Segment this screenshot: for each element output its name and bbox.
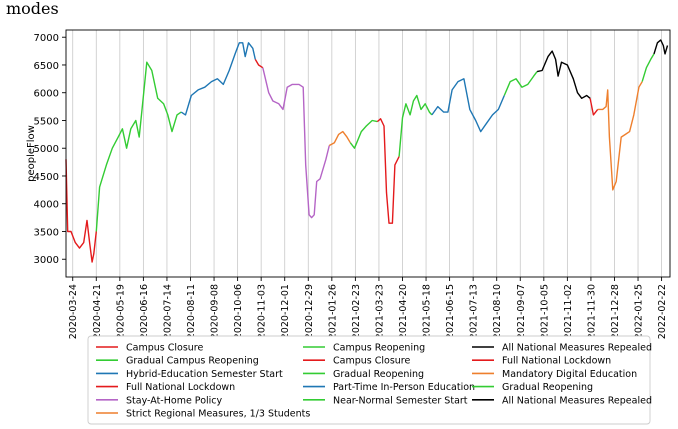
x-tick-label: 2020-12-01 bbox=[280, 284, 291, 339]
x-tick-label: 2021-02-23 bbox=[351, 284, 362, 339]
legend-entry: Strict Regional Measures, 1/3 Students bbox=[126, 409, 310, 420]
series-line bbox=[653, 39, 669, 55]
series-line bbox=[254, 59, 264, 69]
legend-entry: Near-Normal Semester Start bbox=[333, 395, 468, 406]
series-line bbox=[431, 78, 505, 133]
x-tick-label: 2022-02-22 bbox=[657, 284, 668, 339]
x-tick-label: 2021-04-20 bbox=[398, 284, 409, 339]
legend-entry: Gradual Reopening bbox=[502, 382, 593, 393]
x-tick-label: 2021-07-13 bbox=[469, 284, 480, 339]
series-line bbox=[597, 81, 643, 191]
x-tick-label: 2020-03-24 bbox=[68, 284, 79, 339]
y-tick-label: 5500 bbox=[34, 116, 59, 127]
x-tick-label: 2020-05-19 bbox=[115, 284, 126, 339]
y-tick-label: 3000 bbox=[34, 255, 59, 266]
series-line bbox=[328, 130, 351, 147]
y-axis-label: peopleFlow bbox=[26, 125, 37, 182]
y-tick-label: 3500 bbox=[34, 227, 59, 238]
series-line bbox=[65, 159, 97, 263]
legend-entry: Gradual Campus Reopening bbox=[126, 356, 259, 367]
legend-entry: Full National Lockdown bbox=[126, 382, 235, 393]
series-line bbox=[180, 42, 256, 116]
legend-entry: Gradual Reopening bbox=[333, 369, 424, 380]
legend-entry: Campus Closure bbox=[126, 343, 203, 354]
series-line bbox=[95, 61, 182, 232]
series-line bbox=[641, 53, 655, 82]
x-tick-label: 2021-06-15 bbox=[445, 284, 456, 339]
x-tick-label: 2020-04-21 bbox=[92, 284, 103, 339]
legend-entry: Part-Time In-Person Education bbox=[333, 382, 475, 393]
x-tick-label: 2021-01-26 bbox=[327, 284, 338, 339]
x-tick-label: 2021-12-28 bbox=[610, 284, 621, 339]
series-line bbox=[536, 50, 591, 100]
legend-entry: Hybrid-Education Semester Start bbox=[126, 369, 283, 380]
x-tick-label: 2021-10-05 bbox=[539, 284, 550, 339]
x-tick-label: 2020-11-03 bbox=[257, 284, 268, 339]
y-tick-label: 6500 bbox=[34, 61, 59, 72]
x-tick-label: 2021-03-23 bbox=[374, 284, 385, 339]
x-tick-label: 2021-05-18 bbox=[422, 284, 433, 339]
series-line bbox=[376, 118, 400, 224]
x-tick-label: 2020-08-11 bbox=[186, 284, 197, 339]
x-tick-label: 2020-09-08 bbox=[210, 284, 221, 339]
x-tick-label: 2021-11-30 bbox=[586, 284, 597, 339]
series-line bbox=[349, 119, 378, 149]
y-tick-label: 5000 bbox=[34, 144, 59, 155]
legend-entry: All National Measures Repealed bbox=[502, 395, 652, 406]
y-tick-label: 7000 bbox=[34, 33, 59, 44]
legend-entry: All National Measures Repealed bbox=[502, 343, 652, 354]
series-line bbox=[262, 67, 330, 219]
series-line bbox=[589, 98, 599, 116]
series-line bbox=[503, 71, 538, 96]
legend-box bbox=[87, 335, 651, 425]
legend-entry: Campus Closure bbox=[333, 356, 410, 367]
x-tick-label: 2020-10-06 bbox=[233, 284, 244, 339]
legend-entry: Mandatory Digital Education bbox=[502, 369, 637, 380]
legend-entry: Full National Lockdown bbox=[502, 356, 611, 367]
y-tick-label: 4500 bbox=[34, 172, 59, 183]
legend-entry: Stay-At-Home Policy bbox=[126, 395, 223, 406]
x-tick-label: 2021-08-10 bbox=[492, 284, 503, 339]
x-tick-label: 2020-12-29 bbox=[304, 284, 315, 339]
truncated-heading: modes bbox=[6, 0, 59, 18]
x-tick-label: 2021-11-02 bbox=[563, 284, 574, 339]
legend-entry: Campus Reopening bbox=[333, 343, 425, 354]
x-tick-label: 2020-06-16 bbox=[139, 284, 150, 339]
series-line bbox=[398, 94, 433, 157]
y-tick-label: 4000 bbox=[34, 200, 59, 211]
x-tick-label: 2020-07-14 bbox=[162, 284, 173, 339]
plot-frame bbox=[65, 29, 671, 278]
y-tick-label: 6000 bbox=[34, 89, 59, 100]
x-tick-label: 2021-09-07 bbox=[516, 284, 527, 339]
x-tick-label: 2022-01-25 bbox=[634, 284, 645, 339]
